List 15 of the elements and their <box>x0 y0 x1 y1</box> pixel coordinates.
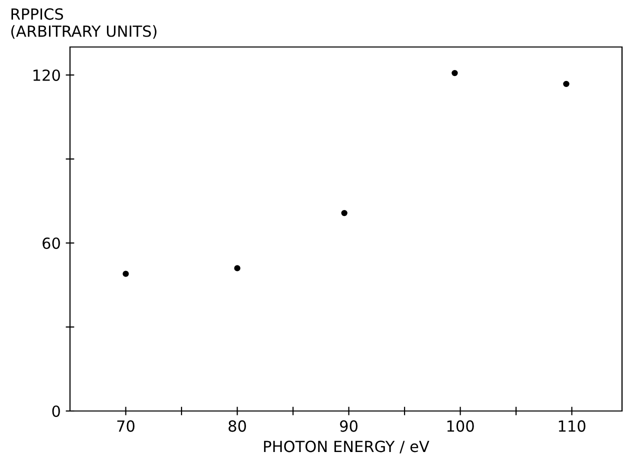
point <box>122 270 129 277</box>
x-tick-label: 100 <box>447 420 474 432</box>
y-axis-title: RPPICS (ARBITRARY UNITS) <box>11 8 156 39</box>
point <box>563 80 570 88</box>
x-axis-title: PHOTON ENERGY / eV <box>264 440 430 454</box>
y-tick-label: 120 <box>33 69 60 82</box>
point <box>452 70 458 76</box>
x-tick-label: 90 <box>340 420 358 432</box>
x-tick-label: 110 <box>558 420 586 432</box>
y-tick-label: 60 <box>42 237 60 250</box>
y-tick-label: 0 <box>52 405 60 418</box>
point <box>234 265 240 272</box>
x-tick-label: 80 <box>228 420 246 432</box>
point <box>341 210 348 216</box>
x-tick-label: 70 <box>117 420 134 432</box>
